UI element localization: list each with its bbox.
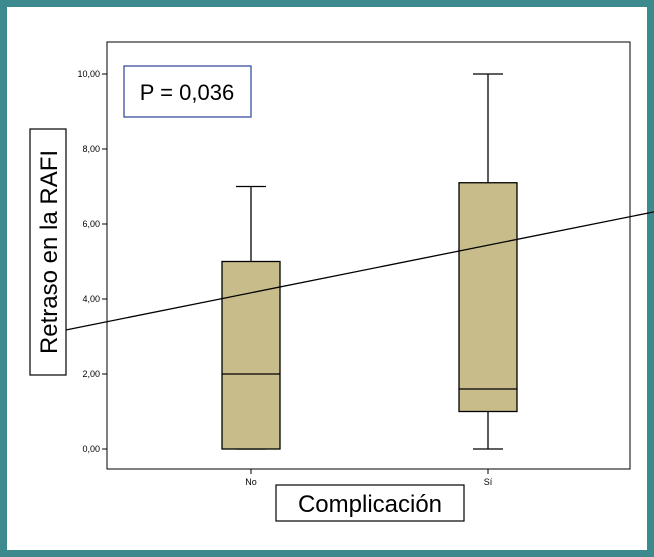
y-tick-label: 6,00: [82, 219, 100, 229]
x-tick-label: Sí: [484, 477, 493, 487]
y-tick-label: 4,00: [82, 294, 100, 304]
boxes: [221, 73, 518, 450]
p-value-annotation: P = 0,036: [140, 80, 234, 105]
y-tick-label: 0,00: [82, 444, 100, 454]
x-axis-label: Complicación: [298, 491, 442, 518]
y-tick-label: 2,00: [82, 369, 100, 379]
plot-area: [106, 41, 631, 470]
p-value-box: [123, 65, 252, 118]
box-sí: [458, 182, 518, 413]
y-tick-label: 10,00: [77, 69, 100, 79]
y-axis-label: Retraso en la RAFI: [36, 150, 63, 354]
y-axis-ticks: 0,00 2,00 4,00 6,00 8,00 10,00: [77, 69, 107, 454]
x-axis-label-box: [275, 484, 465, 522]
trend-line: [61, 211, 654, 332]
x-axis-ticks: No Sí: [245, 469, 493, 487]
y-tick-label: 8,00: [82, 144, 100, 154]
x-tick-label: No: [245, 477, 257, 487]
box-no: [221, 260, 281, 450]
y-axis-label-box: [29, 128, 67, 376]
